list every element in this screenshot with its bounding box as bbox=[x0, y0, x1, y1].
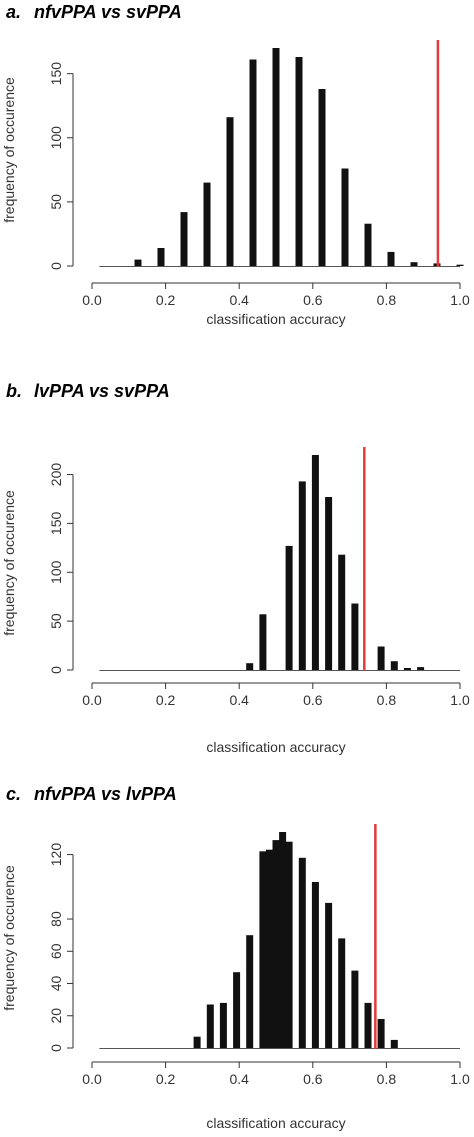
panel-a-bar bbox=[410, 262, 418, 266]
panel-c-bar bbox=[206, 1004, 214, 1048]
panel-a-title: nfvPPA vs svPPA bbox=[34, 2, 182, 22]
panel-c-letter: c. bbox=[6, 784, 21, 804]
panel-c-y-tick-label: 120 bbox=[48, 843, 64, 867]
panel-b-title: lvPPA vs svPPA bbox=[34, 381, 170, 401]
panel-a-y-tick-label: 0 bbox=[48, 262, 64, 270]
panel-c-y-tick-label: 40 bbox=[48, 976, 64, 992]
panel-c-bar bbox=[193, 1036, 201, 1048]
panel-b-bar bbox=[246, 663, 254, 670]
panel-b-bar bbox=[285, 545, 293, 670]
panel-c-y-tick-label: 80 bbox=[48, 911, 64, 927]
panel-c-bar bbox=[311, 882, 319, 1048]
panel-c-x-tick-label: 0.6 bbox=[303, 1071, 323, 1087]
panel-b-y-tick-label: 100 bbox=[48, 560, 64, 584]
panel-a-bar bbox=[318, 89, 326, 266]
panel-b-marks: 0.0 0.2 0.4 0.6 0.8 1.0 0 50 100 150 200 bbox=[48, 447, 470, 708]
panel-c-bar bbox=[265, 849, 273, 1048]
panel-c-bar bbox=[279, 832, 287, 1048]
panel-a-bar bbox=[157, 248, 165, 266]
panel-b-x-tick-label: 0.8 bbox=[377, 692, 397, 708]
panel-c-bar bbox=[325, 902, 333, 1048]
panel-b-y-tick-label: 0 bbox=[48, 666, 64, 674]
panel-a-bar bbox=[456, 264, 464, 266]
panel-a-x-tick-label: 1.0 bbox=[450, 292, 470, 308]
panel-a-bar bbox=[249, 59, 257, 266]
panel-c-bar bbox=[233, 972, 241, 1048]
panel-a-bar bbox=[134, 259, 142, 266]
panel-b-bar bbox=[311, 455, 319, 670]
panel-b-bar bbox=[338, 554, 346, 670]
panel-b-bar bbox=[325, 497, 333, 670]
panel-b-x-tick-label: 1.0 bbox=[450, 692, 470, 708]
panel-b-bar bbox=[417, 667, 425, 670]
panel-c-bar bbox=[298, 857, 306, 1048]
panel-c-bar bbox=[390, 1039, 398, 1048]
panel-a-bar bbox=[226, 117, 234, 266]
panel-b-letter: b. bbox=[6, 381, 22, 401]
panel-a-x-tick-label: 0.6 bbox=[303, 292, 323, 308]
panel-b-x-tick-label: 0.0 bbox=[82, 692, 102, 708]
panel-c-x-tick-label: 0.0 bbox=[82, 1071, 102, 1087]
panel-c-x-tick-label: 0.4 bbox=[229, 1071, 249, 1087]
panel-c-x-tick-label: 0.8 bbox=[377, 1071, 397, 1087]
panel-c-bar bbox=[364, 1002, 372, 1048]
panel-c-y-tick-label: 0 bbox=[48, 1044, 64, 1052]
panel-c: c. nfvPPA vs lvPPA 0.0 0.2 0.4 0.6 0.8 1.0 0 20… bbox=[1, 784, 470, 1131]
panel-c-x-tick-label: 0.2 bbox=[156, 1071, 176, 1087]
panel-a-ylabel: frequency of occurence bbox=[1, 77, 17, 223]
panel-c-bar bbox=[351, 970, 359, 1048]
panel-a-bar bbox=[387, 251, 395, 266]
panel-c-x-tick-label: 1.0 bbox=[450, 1071, 470, 1087]
panel-c-bar bbox=[272, 840, 280, 1048]
panel-a-y-tick-label: 50 bbox=[48, 194, 64, 210]
panel-c-bar bbox=[285, 841, 293, 1048]
panel-a-xlabel: classification accuracy bbox=[206, 311, 345, 327]
panel-a-x-tick-label: 0.0 bbox=[82, 292, 102, 308]
panel-b-y-tick-label: 200 bbox=[48, 463, 64, 487]
panel-b-y-tick-label: 150 bbox=[48, 512, 64, 536]
panel-b-bar bbox=[403, 668, 411, 670]
panel-c-ylabel: frequency of occurence bbox=[1, 865, 17, 1011]
panel-a-bar bbox=[203, 182, 211, 266]
panel-c-y-tick-label: 60 bbox=[48, 943, 64, 959]
panel-a-x-tick-label: 0.8 bbox=[377, 292, 397, 308]
panel-c-bar bbox=[259, 851, 267, 1048]
panel-a-y-tick-label: 150 bbox=[48, 62, 64, 86]
panel-b-xlabel: classification accuracy bbox=[206, 739, 345, 755]
panel-a-bar bbox=[180, 212, 188, 266]
panel-a-x-tick-label: 0.4 bbox=[229, 292, 249, 308]
panel-c-title: nfvPPA vs lvPPA bbox=[34, 784, 177, 804]
panel-a-x-tick-label: 0.2 bbox=[156, 292, 176, 308]
panel-c-bar bbox=[377, 1019, 385, 1048]
panel-a-bar bbox=[295, 57, 303, 266]
panel-b: b. lvPPA vs svPPA 0.0 0.2 0.4 0.6 0.8 1.0 0 50 1… bbox=[1, 381, 470, 755]
panel-b-bar bbox=[259, 614, 267, 670]
panel-a-bar bbox=[341, 168, 349, 266]
panel-b-x-tick-label: 0.4 bbox=[229, 692, 249, 708]
panel-a-bar bbox=[364, 223, 372, 266]
panel-b-x-tick-label: 0.2 bbox=[156, 692, 176, 708]
panel-c-bar bbox=[338, 938, 346, 1048]
panel-b-y-tick-label: 50 bbox=[48, 613, 64, 629]
panel-a-letter: a. bbox=[6, 2, 21, 22]
panel-b-bar bbox=[390, 661, 398, 670]
panel-c-y-tick-label: 20 bbox=[48, 1008, 64, 1024]
panel-b-bar bbox=[298, 481, 306, 670]
panel-a-marks: 0.0 0.2 0.4 0.6 0.8 1.0 0 50 100 150 bbox=[48, 40, 470, 308]
panel-a-y-tick-label: 100 bbox=[48, 126, 64, 150]
panel-b-ylabel: frequency of occurence bbox=[1, 490, 17, 636]
panel-a-bar bbox=[272, 48, 280, 266]
panel-b-x-tick-label: 0.6 bbox=[303, 692, 323, 708]
panel-c-xlabel: classification accuracy bbox=[206, 1115, 345, 1131]
panel-c-bar bbox=[219, 1002, 227, 1048]
panel-c-marks: 0.0 0.2 0.4 0.6 0.8 1.0 0 20 40 60 80 120 bbox=[48, 824, 470, 1087]
panel-a: a. nfvPPA vs svPPA 0.0 0.2 0.4 0.6 0.8 1.0 0 50… bbox=[1, 2, 470, 327]
panel-b-bar bbox=[377, 646, 385, 670]
panel-c-bar bbox=[246, 935, 254, 1048]
panel-b-bar bbox=[351, 603, 359, 670]
